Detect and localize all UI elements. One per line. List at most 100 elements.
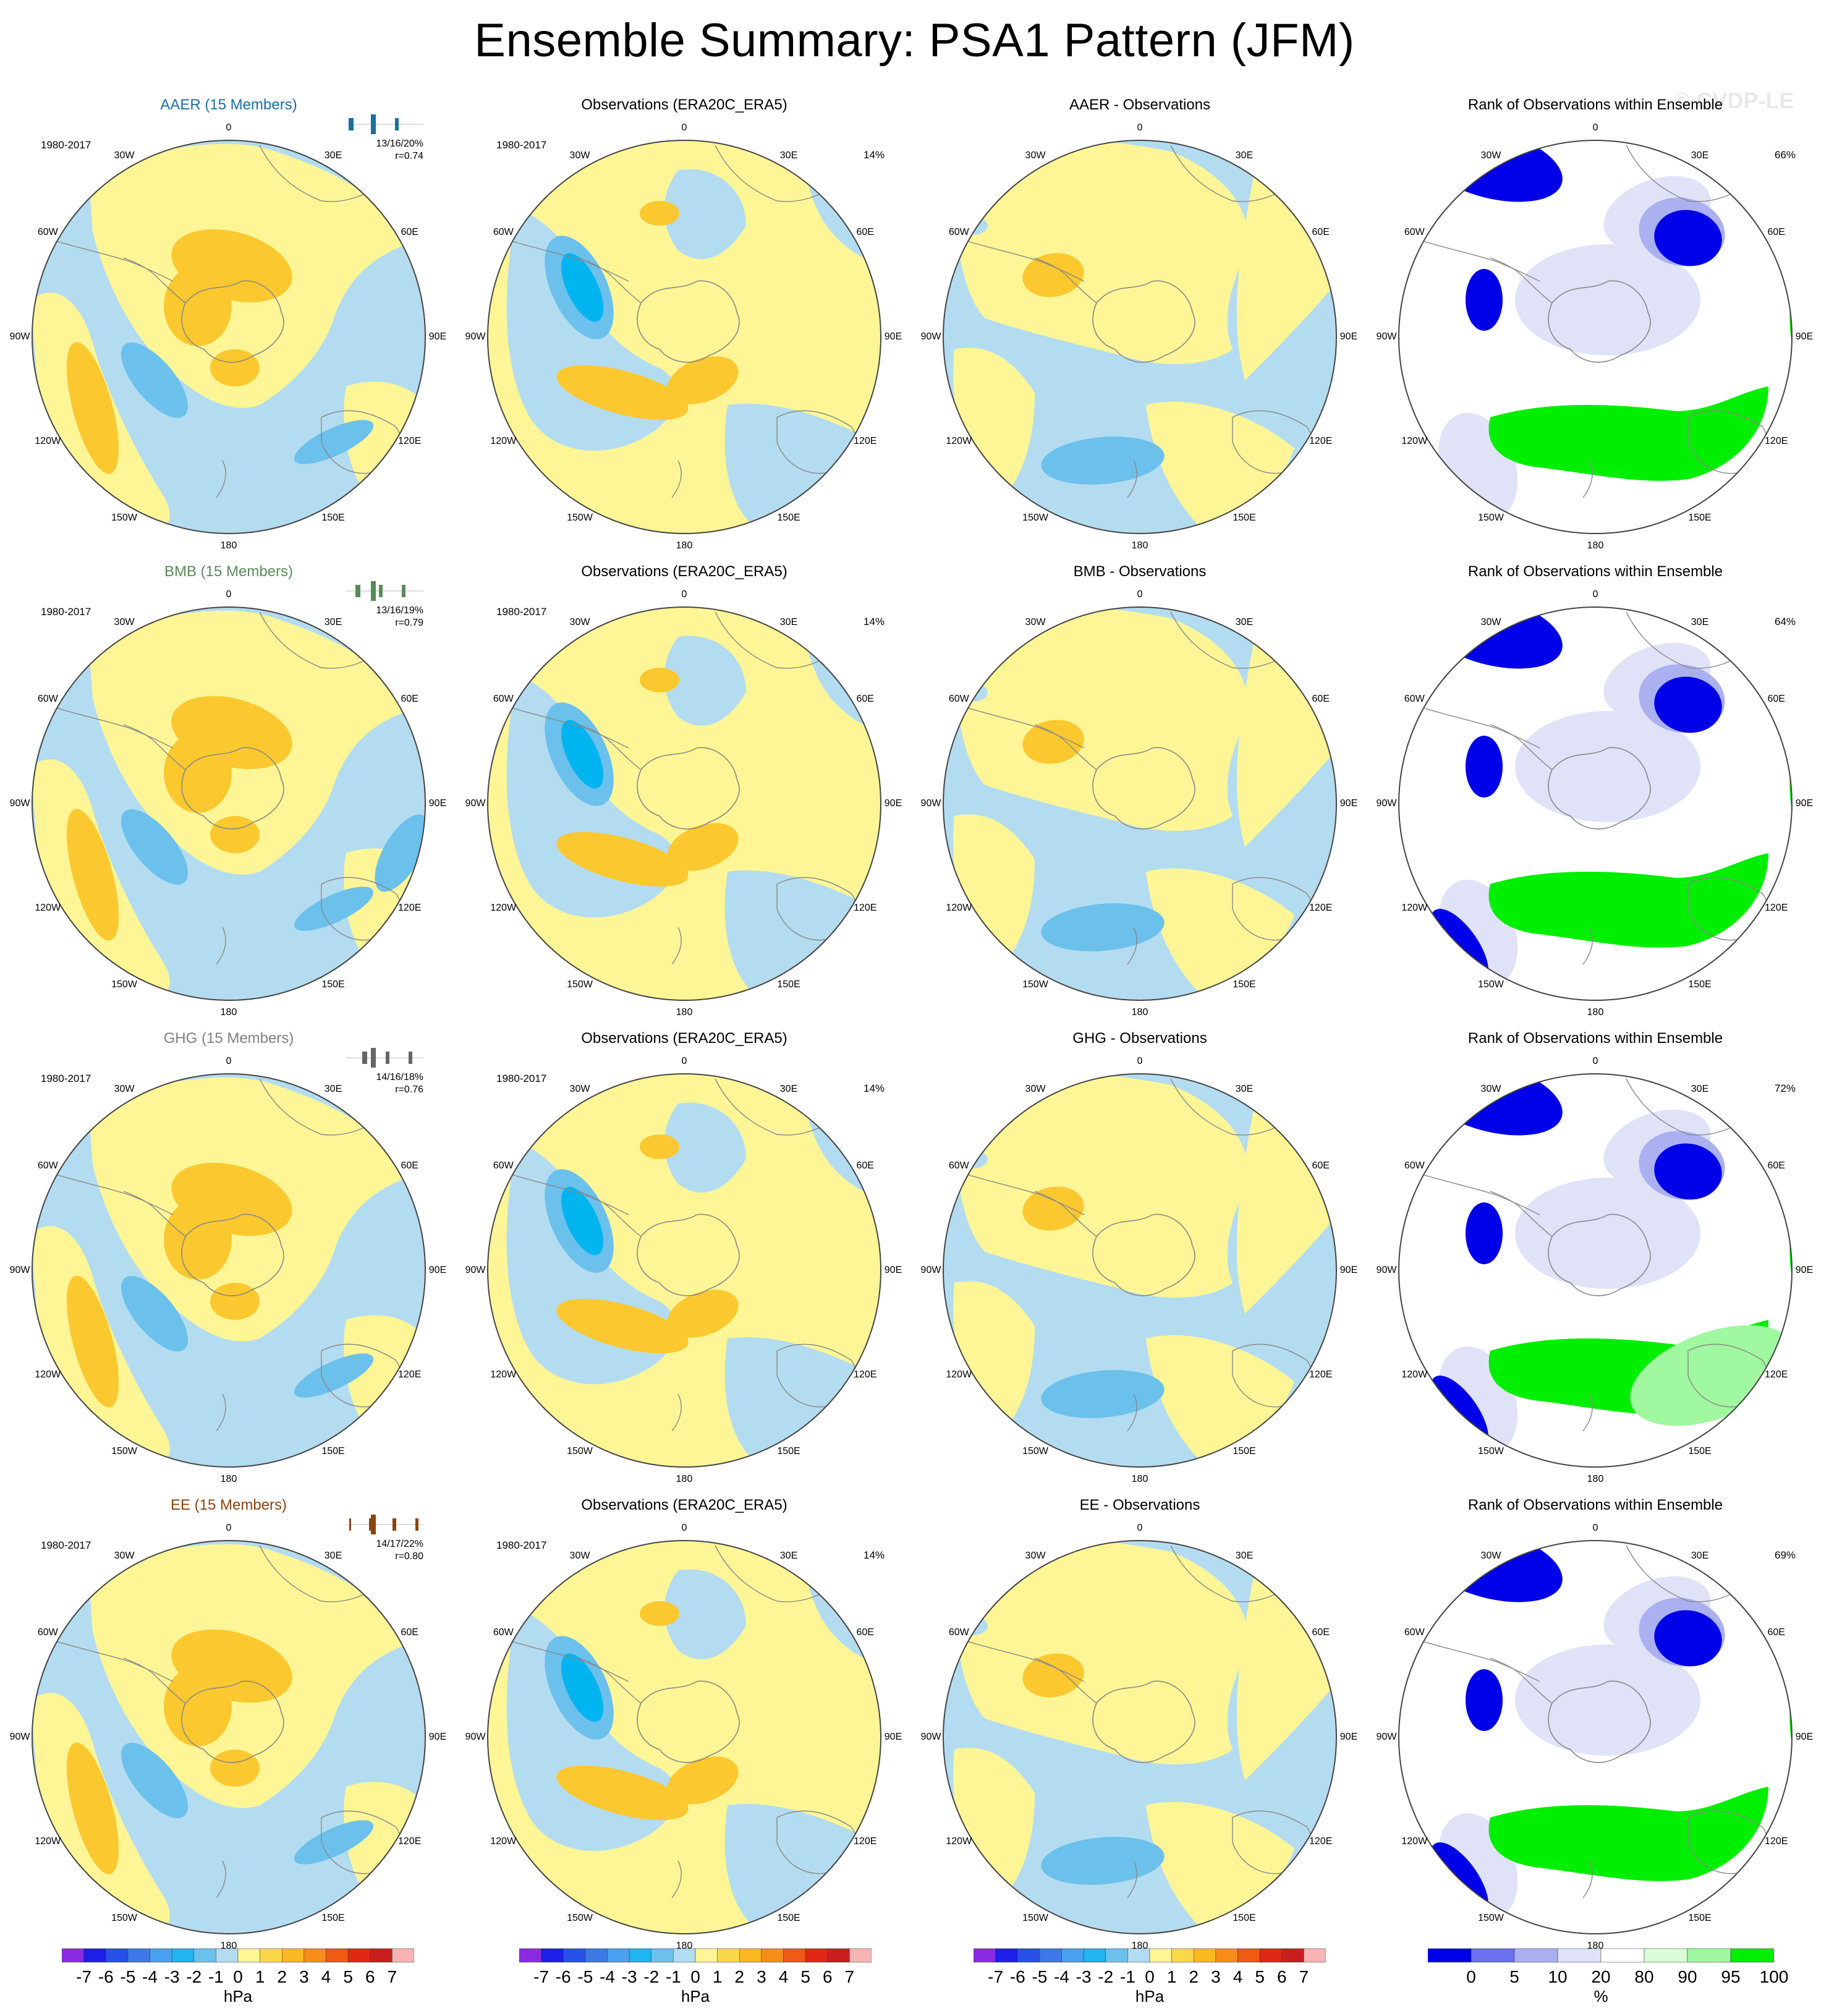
polar-map [487,1073,881,1468]
colorbar-tick-label: -2 [643,1967,660,1986]
lon-label-90e: 90E [428,1265,447,1275]
lon-label-120e: 120E [1309,436,1333,446]
lon-label-0: 0 [1137,1056,1143,1066]
colorbar-tick-label: 7 [387,1967,397,1986]
panel-title: Observations (ERA20C_ERA5) [581,563,787,580]
lon-label-90e: 90E [884,798,902,809]
rank-below-5 [1466,1202,1503,1264]
map-field [32,1074,425,1467]
colorbar-swatch [761,1948,784,1963]
lon-label-0: 0 [1592,122,1598,133]
rank-10-20 [1515,244,1700,355]
lon-label-30e: 30E [779,617,798,628]
lon-label-150w: 150W [1478,979,1504,990]
colorbar-tick-label: -3 [1076,1967,1092,1986]
antarctica-coastline [1548,280,1651,363]
positive-anomaly [66,342,119,474]
positive-anomaly [66,1275,119,1408]
lon-label-30e: 30E [324,617,342,628]
period-label: 1980-2017 [41,139,91,151]
south-america-coast [1412,1638,1540,1682]
lon-label-60e: 60E [856,694,874,704]
variance-percent: 69% [1775,1549,1796,1561]
rank-above-95 [1710,607,1778,646]
lon-label-150e: 150E [321,979,345,990]
lon-label-180: 180 [220,1007,237,1018]
negative-region [664,1102,746,1193]
panel-title: Rank of Observations within Ensemble [1467,563,1723,580]
lon-label-30e: 30E [779,1084,798,1095]
colorbar-ensemble: -7 -6 -5 -4 -3 -2 -1 0 1 2 3 4 5 6 7 hPa [62,1947,414,2015]
lon-label-120e: 120E [398,1369,422,1380]
lon-label-120e: 120E [854,1369,877,1380]
lon-label-90w: 90W [920,1265,941,1275]
negative-anomaly [1041,1837,1165,1885]
positive-anomaly [1022,720,1084,764]
colorbar-swatch [1304,1948,1326,1963]
negative-region [664,1569,746,1660]
positive-anomaly [640,668,679,692]
positive-region [344,381,425,491]
lon-label-60w: 60W [1404,227,1425,237]
lon-label-150w: 150W [567,512,593,523]
positive-anomaly [556,1298,689,1354]
colorbar-tick-label: 5 [1509,1967,1519,1986]
panel-ensemble-row2: BMB (15 Members) 0 30E 60E 90E 120E 150E 180 150… [0,563,457,1032]
positive-anomaly [210,349,260,386]
lon-label-120e: 120E [854,436,877,446]
antarctic-peninsula [1034,1657,1097,1704]
rank-above-95 [1789,1644,1792,1763]
ensemble-mean-marker [371,1048,376,1068]
lon-label-120e: 120E [854,1836,877,1847]
panel-rank-row4: Rank of Observations within Ensemble 0 30E… [1367,1496,1824,1966]
colorbar-unit: % [1593,1987,1608,2005]
lon-label-0: 0 [681,1523,687,1533]
lon-label-120e: 120E [854,903,877,913]
polar-map [487,140,881,534]
antarctica-coastline [1092,747,1195,830]
lon-label-150w: 150W [1478,1445,1504,1457]
lon-label-60e: 60E [1312,694,1330,704]
figure-title: Ensemble Summary: PSA1 Pattern (JFM) [474,14,1355,67]
polar-map [1398,1540,1793,1934]
colorbar-swatch [260,1948,282,1963]
negative-anomaly [1041,903,1165,951]
colorbar-swatch [1687,1948,1731,1963]
antarctica-coastline [1092,280,1195,363]
new-zealand-coast [671,1860,682,1899]
colorbar-tick-label: 7 [1299,1967,1309,1986]
polar-map [943,1073,1337,1468]
lon-label-150w: 150W [1478,512,1504,523]
antarctic-peninsula [123,257,186,304]
lon-label-30w: 30W [1025,617,1046,628]
lon-label-60e: 60E [1767,1160,1785,1171]
rank-above-95 [1710,1541,1778,1580]
lon-label-150e: 150E [777,1912,800,1923]
positive-anomaly [164,733,232,813]
new-zealand-coast [216,1393,226,1432]
colorbar-swatch [193,1948,216,1963]
variance-percent: 14% [864,1549,885,1561]
lon-label-120w: 120W [946,436,972,446]
lon-label-60e: 60E [1312,1160,1330,1171]
rank-10-20 [1515,1644,1700,1756]
colorbar-swatch [1557,1948,1602,1963]
colorbar-tick-label: -7 [76,1967,92,1986]
colorbar-swatch [1061,1948,1084,1963]
lon-label-90w: 90W [1376,798,1397,809]
colorbar-tick-label: 2 [277,1967,287,1986]
lon-label-30w: 30W [1480,617,1501,628]
colorbar-swatch [995,1948,1018,1963]
lon-label-60w: 60W [948,1160,969,1171]
antarctica-coastline [1548,1680,1651,1763]
lon-label-90w: 90W [1376,1265,1397,1275]
map-field [32,607,425,1000]
panel-title: Rank of Observations within Ensemble [1467,1030,1723,1047]
colorbar-swatch [127,1948,150,1963]
lon-label-150w: 150W [111,512,137,523]
map-frame [32,1073,426,1468]
colorbar-swatch [326,1948,349,1963]
south-america-coast [1412,1171,1540,1215]
map-field [32,1541,425,1934]
colorbar-tick-label: -1 [1119,1967,1135,1986]
